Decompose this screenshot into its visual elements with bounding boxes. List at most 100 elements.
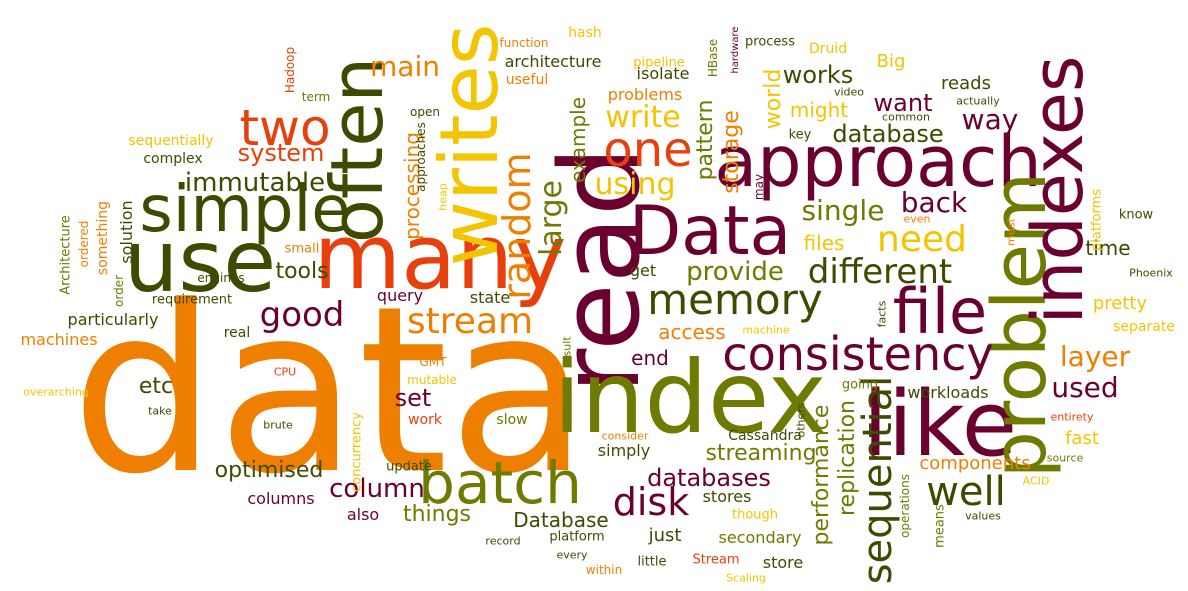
word-indexes: indexes — [1017, 55, 1099, 325]
word-things: things — [402, 502, 472, 527]
word-memory: memory — [647, 275, 823, 324]
word-stores: stores — [702, 487, 752, 506]
word-must: must — [1004, 218, 1018, 246]
word-good: good — [259, 295, 345, 335]
word-requirement: requirement — [151, 292, 233, 308]
word-platforms: platforms — [1089, 188, 1105, 252]
word-even: even — [903, 212, 931, 226]
word-term: term — [301, 90, 331, 104]
word-often: often — [315, 56, 399, 244]
word-separate: separate — [1113, 319, 1175, 335]
word-simply: simply — [597, 441, 651, 460]
word-pipeline: pipeline — [633, 55, 685, 71]
word-work: work — [408, 412, 442, 428]
word-going: going — [841, 377, 879, 393]
word-values: values — [965, 509, 1001, 523]
word-key: key — [788, 127, 812, 143]
word-big: Big — [876, 51, 906, 72]
word-data: data — [70, 258, 590, 525]
word-real: real — [223, 325, 251, 341]
word-files: files — [803, 231, 845, 255]
word-columns: columns — [247, 489, 315, 508]
word-slow: slow — [496, 412, 528, 428]
word-complex: complex — [143, 151, 203, 167]
word-little: little — [637, 554, 667, 570]
word-approaches: approaches — [414, 122, 428, 192]
word-large: large — [534, 179, 569, 257]
word-optimised: optimised — [214, 458, 324, 483]
word-consistency: consistency — [722, 327, 994, 381]
word-store: store — [762, 553, 804, 572]
word-particularly: particularly — [67, 310, 159, 329]
word-consider: consider — [601, 429, 649, 443]
word-hash: hash — [568, 25, 602, 41]
word-sequentially: sequentially — [128, 133, 214, 149]
word-source: source — [1046, 451, 1084, 465]
word-mutable: mutable — [407, 373, 457, 387]
word-phoenix: Phoenix — [1129, 266, 1173, 280]
word-result: result — [560, 336, 574, 368]
word-simple: simple — [139, 173, 351, 247]
word-process: process — [745, 34, 795, 50]
word-performance: performance — [809, 404, 834, 546]
word-video: video — [833, 85, 865, 99]
word-single: single — [801, 194, 885, 227]
word-index: index — [553, 339, 827, 456]
word-tools: tools — [275, 259, 329, 284]
word-function: function — [499, 36, 549, 50]
word-problems: problems — [607, 85, 683, 104]
word-record: record — [485, 534, 521, 548]
word-immutable: immutable — [184, 168, 326, 198]
word-storage: storage — [719, 110, 744, 194]
word-might: might — [789, 98, 849, 122]
word-entirety: entirety — [1050, 410, 1094, 424]
word-druid: Druid — [808, 41, 848, 57]
word-machines: machines — [20, 330, 98, 349]
word-random: random — [495, 152, 539, 300]
word-disk: disk — [612, 480, 690, 524]
word-column: column — [329, 474, 425, 504]
word-want: want — [873, 89, 933, 117]
word-database: database — [832, 120, 944, 148]
word-stream: Stream — [692, 552, 740, 568]
word-hardware: hardware — [730, 26, 741, 74]
word-update: update — [386, 459, 432, 475]
word-acid: ACID — [1022, 474, 1050, 488]
word-others: others — [794, 402, 808, 438]
word-small: small — [284, 241, 320, 257]
word-using: using — [594, 167, 676, 202]
word-pattern: pattern — [693, 99, 718, 181]
word-every: every — [556, 548, 588, 562]
word-system: system — [237, 139, 325, 167]
word-provide: provide — [686, 257, 784, 287]
word-time: time — [1085, 236, 1131, 260]
word-means: means — [932, 504, 948, 548]
word-hbase: HBase — [706, 38, 720, 78]
word-secondary: secondary — [718, 528, 802, 547]
word-order: order — [112, 275, 126, 307]
word-gmt: GMT — [419, 355, 447, 369]
word-though: though — [731, 507, 779, 523]
word-streaming: streaming — [705, 441, 817, 466]
word-platform: platform — [549, 529, 605, 545]
word-common: common — [882, 110, 930, 124]
word-solution: solution — [117, 200, 136, 264]
word-approach: approach — [714, 121, 1042, 203]
word-something: something — [95, 200, 111, 276]
word-query: query — [376, 286, 424, 305]
word-access: access — [658, 320, 726, 344]
word-engines: engines — [197, 271, 245, 285]
word-world: world — [761, 68, 786, 130]
word-file: file — [892, 275, 988, 348]
word-within: within — [585, 563, 623, 577]
word-actually: actually — [956, 94, 1000, 108]
word-workloads: workloads — [907, 383, 989, 402]
word-one: one — [603, 122, 693, 178]
word-useful: useful — [505, 72, 549, 88]
word-state: state — [469, 288, 511, 307]
word-main: main — [370, 50, 440, 83]
word-set: set — [394, 384, 432, 412]
word-facts: facts — [875, 300, 889, 328]
word-stream: stream — [406, 301, 534, 342]
